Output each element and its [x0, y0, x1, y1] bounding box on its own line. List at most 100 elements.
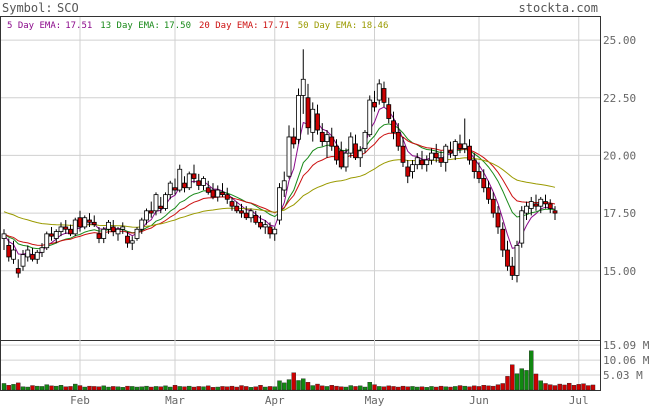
candle-body	[87, 219, 92, 223]
volume-bar	[225, 386, 230, 391]
candle-body	[49, 233, 54, 237]
candle-body	[310, 108, 316, 133]
candle-body	[324, 134, 330, 142]
volume-bar	[149, 386, 154, 391]
volume-bar	[310, 385, 315, 391]
candle-body	[243, 212, 249, 219]
volume-bar	[476, 386, 482, 391]
volume-bar	[358, 385, 363, 391]
volume-bar	[467, 386, 472, 391]
volume-bar	[576, 384, 581, 391]
volume-bar	[519, 368, 524, 391]
candle-body	[315, 113, 320, 131]
volume-bar	[320, 385, 325, 391]
volume-bar	[400, 385, 406, 391]
volume-bar	[543, 383, 548, 391]
volume-bar	[329, 385, 334, 391]
volume-bar	[239, 385, 244, 391]
legend-ema5-value: 17.51	[65, 21, 92, 31]
volume-bar	[315, 383, 320, 391]
candle-body	[348, 136, 354, 154]
price-tick-label: 20.00	[603, 149, 636, 162]
candle-body	[101, 228, 107, 239]
candle-body	[495, 212, 501, 228]
volume-tick-label: 5.03 M	[603, 369, 643, 382]
volume-bar	[277, 380, 282, 391]
volume-bar	[153, 386, 159, 391]
candle-body	[196, 180, 202, 186]
volume-bar	[514, 373, 520, 391]
x-tick-label: May	[365, 394, 385, 406]
candle-body	[63, 226, 69, 230]
candle-body	[215, 189, 221, 198]
x-tick-label: Feb	[70, 394, 90, 406]
legend-ema50-value: 18.46	[361, 21, 388, 31]
volume-bar	[419, 386, 425, 391]
volume-bar	[472, 385, 477, 391]
volume-bar	[495, 384, 501, 391]
candle-body	[538, 198, 544, 207]
candle-body	[148, 210, 154, 214]
candle-body	[1, 233, 7, 239]
candle-body	[410, 164, 415, 172]
candle-body	[82, 217, 88, 228]
volume-bar	[267, 386, 273, 391]
volume-bar	[453, 386, 458, 391]
candle-body	[277, 187, 282, 221]
volume-tick-label: 10.06 M	[603, 354, 650, 367]
volume-bar	[234, 386, 239, 391]
volume-bar	[16, 382, 21, 391]
candle-body	[106, 221, 111, 230]
candle-body	[395, 131, 401, 147]
candle-body	[34, 251, 40, 260]
volume-bar	[339, 386, 344, 391]
x-tick-label: Jun	[469, 394, 489, 406]
legend-ema50-label: 50 Day EMA:	[298, 21, 358, 31]
volume-bar	[263, 386, 268, 391]
candle-body	[362, 131, 368, 149]
volume-bar	[229, 385, 235, 391]
volume-bar	[215, 386, 220, 391]
site-name: stockta.com	[519, 1, 598, 15]
volume-bar	[581, 383, 586, 391]
candle-body	[158, 205, 164, 209]
candle-body	[129, 240, 135, 244]
volume-bar	[586, 385, 591, 391]
volume-bar	[30, 385, 35, 391]
chart-header: Symbol: SCO stockta.com	[2, 1, 598, 15]
volume-bar	[462, 385, 467, 391]
candle-body	[58, 226, 64, 232]
volume-bar	[187, 385, 192, 391]
candle-body	[234, 205, 240, 212]
candle-body	[471, 159, 477, 172]
volume-bar	[206, 385, 211, 391]
candle-body	[448, 150, 453, 154]
candle-body	[201, 178, 206, 186]
volume-bar	[424, 387, 429, 391]
candle-body	[186, 173, 192, 189]
symbol-label: Symbol:	[2, 1, 53, 15]
volume-bar	[510, 364, 515, 391]
volume-bar	[500, 383, 505, 391]
price-tick-label: 17.50	[603, 207, 636, 220]
candle-body	[125, 235, 130, 244]
volume-bar	[296, 380, 301, 391]
volume-bar	[491, 385, 496, 391]
volume-bar	[49, 385, 54, 391]
volume-bar	[106, 386, 111, 391]
volume-bar	[567, 382, 572, 391]
candle-body	[134, 228, 140, 239]
volume-bar	[362, 386, 368, 391]
candle-body	[110, 226, 116, 232]
candle-body	[20, 254, 26, 267]
volume-bar	[111, 386, 116, 391]
volume-bar	[377, 386, 382, 391]
candle-body	[490, 198, 496, 214]
volume-bar	[177, 386, 182, 391]
volume-bar	[63, 386, 68, 391]
volume-bar	[87, 385, 92, 391]
volume-bar	[58, 385, 64, 391]
candle-body	[153, 194, 159, 212]
volume-bar	[386, 385, 391, 391]
